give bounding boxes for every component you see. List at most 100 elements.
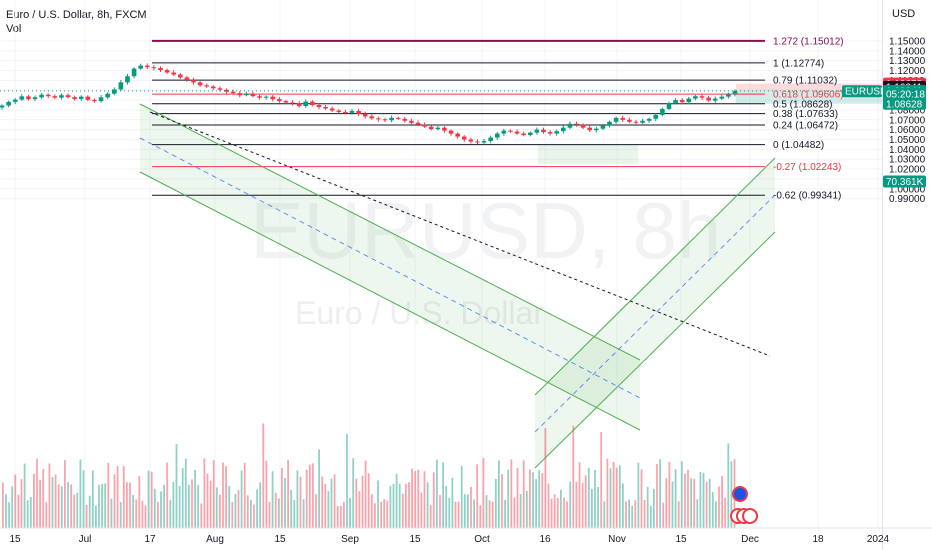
volume-bar [374, 503, 376, 528]
volume-bar [225, 466, 227, 528]
candle-body [646, 118, 652, 121]
candle-body [283, 101, 289, 103]
volume-bar [439, 495, 441, 528]
fib-level-label: 0.5 (1.08628) [773, 99, 833, 110]
candle-body [158, 68, 163, 71]
volume-bar [671, 481, 674, 528]
time-tick-label: 15 [9, 534, 21, 545]
price-tick-label: 1.15000 [889, 37, 926, 48]
volume-bar [566, 501, 568, 528]
price-badge [883, 175, 926, 188]
candle-body [111, 89, 117, 94]
volume-bar [680, 461, 683, 528]
event-markers [730, 486, 758, 524]
volume-bar [522, 460, 525, 528]
volume-bar [253, 504, 255, 528]
economic-event-icon [732, 486, 748, 502]
candle-body [712, 98, 718, 101]
volume-bar [268, 501, 271, 528]
volume-bar [659, 459, 661, 528]
candle-body [448, 130, 454, 134]
volume-bar [488, 500, 491, 528]
volume-bar [305, 469, 308, 528]
candle-body [224, 89, 229, 92]
price-badge-label: 70.361K [886, 177, 924, 188]
volume-bar [519, 494, 522, 528]
volume-bar [476, 464, 479, 528]
time-tick-label: 16 [539, 534, 551, 545]
volume-bar [150, 471, 153, 528]
candle-body [514, 131, 520, 134]
volume-bar [85, 504, 88, 528]
volume-bar [702, 472, 705, 528]
candle-body [481, 140, 487, 143]
price-badges: 1.106731.10341EURUSD1.0994105:20:181.086… [842, 77, 926, 188]
candle-body [296, 103, 302, 107]
volume-bar [206, 473, 209, 528]
candle-body [290, 102, 295, 104]
projection-box [538, 144, 638, 165]
volume-bar [200, 503, 203, 528]
volume-bar [423, 471, 426, 528]
candle-body [369, 116, 375, 119]
candle-body [554, 131, 560, 134]
volume-bar [321, 476, 324, 528]
time-axis: 15 Jul 17 Aug 15 Sep 15 Oct 16 Nov 15 Dec 18 2024 [0, 527, 932, 545]
down-channel-mid [139, 137, 641, 399]
candle-body [686, 98, 692, 103]
volume-bar [569, 481, 572, 528]
volume-bar [110, 498, 113, 528]
candle-body [732, 90, 738, 95]
volume-bar [417, 469, 420, 528]
volume-bar [172, 482, 175, 528]
volume-bar [169, 500, 172, 528]
time-tick-label: Jul [79, 534, 92, 545]
volume-bar [463, 494, 466, 528]
volume-bar [5, 494, 7, 528]
candle-body [574, 123, 579, 125]
volume-bar [677, 501, 680, 528]
candle-body [501, 130, 507, 134]
volume-bar [408, 482, 410, 528]
candle-body [336, 110, 342, 112]
volume-bar [14, 474, 17, 528]
volume-bar [367, 473, 370, 528]
time-tick-label: 2024 [867, 534, 890, 545]
volume-bar [8, 502, 10, 528]
price-tick-label: 1.04000 [889, 145, 926, 156]
volume-bar [525, 490, 528, 528]
volume-bar [411, 468, 413, 528]
candle-body [422, 124, 427, 127]
candle-body [237, 93, 243, 96]
volume-bar [622, 483, 624, 528]
volume-bar [498, 460, 500, 528]
volume-bar [33, 473, 35, 528]
volume-bar [541, 473, 544, 528]
price-tick-label: 1.06000 [889, 125, 926, 136]
volume-bar [188, 484, 190, 528]
candle-body [177, 74, 183, 78]
volume-bar [175, 443, 178, 528]
volume-bar [91, 470, 94, 528]
volume-bar [628, 499, 630, 528]
candle-body [0, 105, 5, 108]
volume-bar [485, 495, 488, 528]
volume-bar [64, 460, 66, 528]
volume-bar [147, 470, 150, 528]
volume-bar [181, 468, 184, 528]
candle-body [257, 96, 262, 98]
currency-label[interactable]: USD [892, 8, 916, 20]
candle-body [356, 110, 361, 114]
volume-bar [395, 473, 398, 528]
volume-bar [643, 500, 646, 528]
volume-bar [29, 496, 32, 528]
volume-bar [690, 478, 692, 528]
volume-bar [687, 469, 689, 528]
candle-body [362, 113, 368, 117]
candle-body [468, 139, 474, 142]
candle-body [587, 127, 593, 131]
volume-bar [631, 505, 634, 528]
volume-bar [178, 486, 181, 528]
time-tick-label: Nov [608, 534, 626, 545]
